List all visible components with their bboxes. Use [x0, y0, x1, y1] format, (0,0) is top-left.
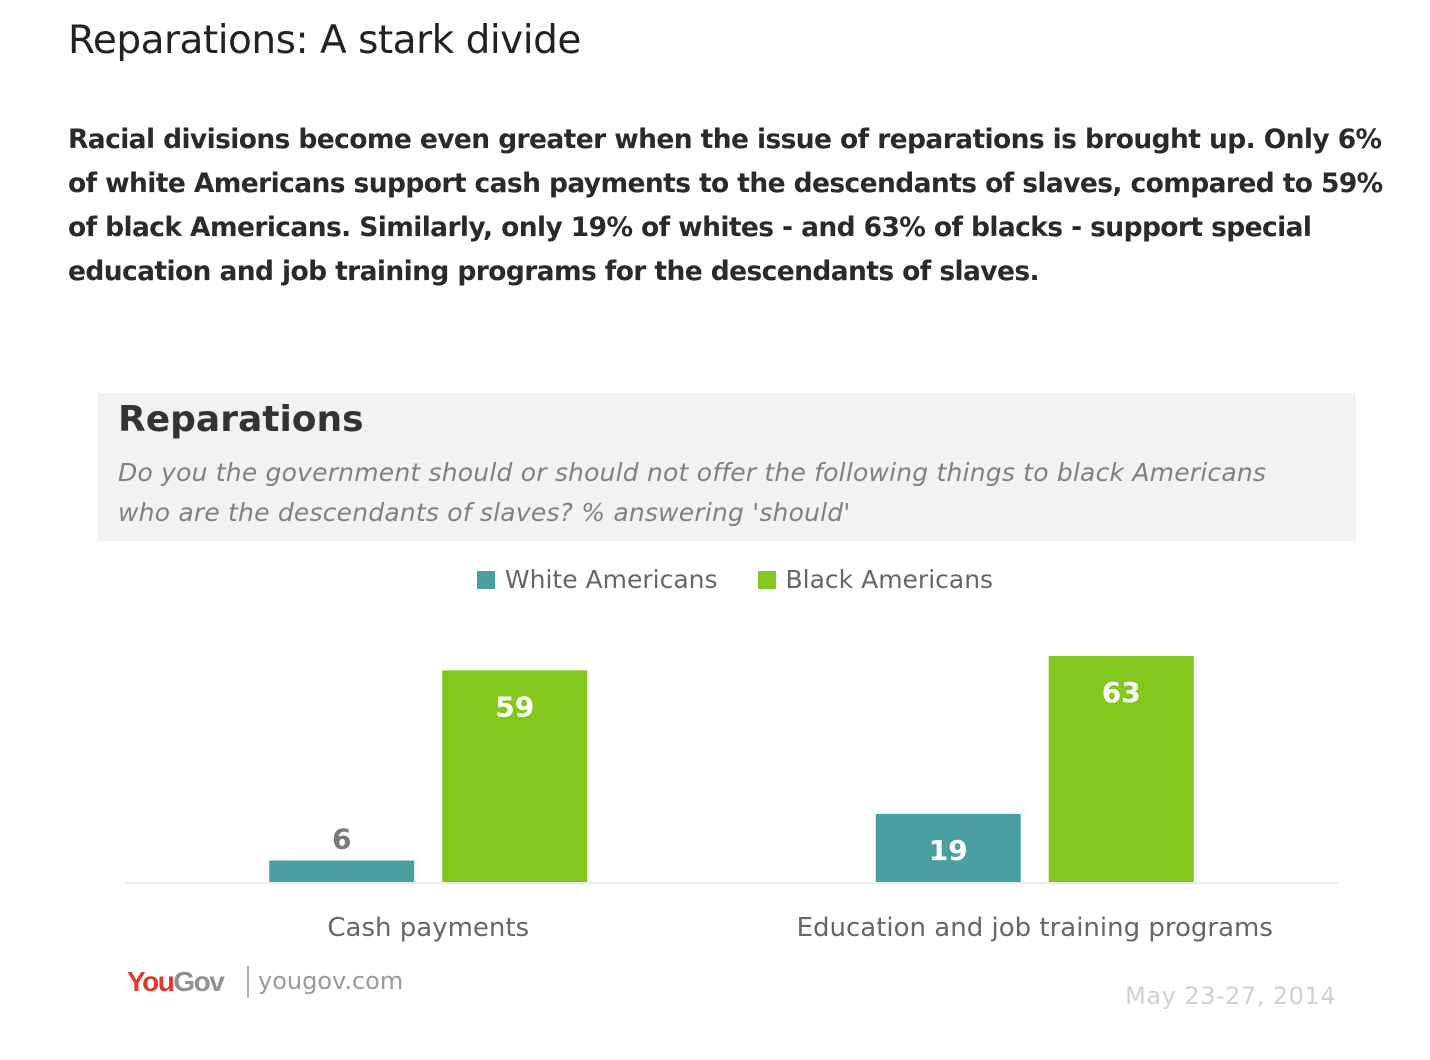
data-label-black-americans-0: 59	[495, 690, 534, 723]
bar-white-americans-1	[875, 813, 1021, 882]
chart-subtitle: Do you the government should or should n…	[118, 458, 1267, 527]
legend-item-white-americans: White Americans	[476, 565, 718, 594]
bar-black-americans-1	[1048, 655, 1194, 882]
footer-divider	[247, 966, 249, 998]
legend-label-white-americans: White Americans	[504, 565, 718, 594]
footer-date: May 23-27, 2014	[1125, 982, 1336, 1010]
data-label-white-americans-0: 6	[332, 822, 351, 855]
category-label-1: Education and job training programs	[797, 913, 1273, 943]
legend-label-black-americans: Black Americans	[785, 565, 994, 594]
legend-item-black-americans: Black Americans	[757, 565, 994, 594]
chart-title: Reparations	[118, 399, 364, 440]
bar-black-americans-0	[442, 670, 588, 882]
data-label-white-americans-1: 19	[929, 834, 968, 867]
intro-paragraph: Racial divisions become even greater whe…	[68, 124, 1383, 287]
legend-swatch-white-americans	[476, 571, 495, 589]
footer-site: yougov.com	[258, 967, 404, 995]
chart-header: Reparations Do you the government should…	[98, 393, 1356, 541]
bar-white-americans-0	[269, 860, 415, 882]
category-label-0: Cash payments	[327, 913, 529, 943]
data-label-black-americans-1: 63	[1102, 676, 1141, 709]
yougov-logo: YouGov	[127, 966, 225, 997]
page-title: Reparations: A stark divide	[68, 18, 581, 63]
chart-legend: White Americans Black Americans	[0, 565, 1430, 594]
legend-swatch-black-americans	[757, 571, 776, 589]
